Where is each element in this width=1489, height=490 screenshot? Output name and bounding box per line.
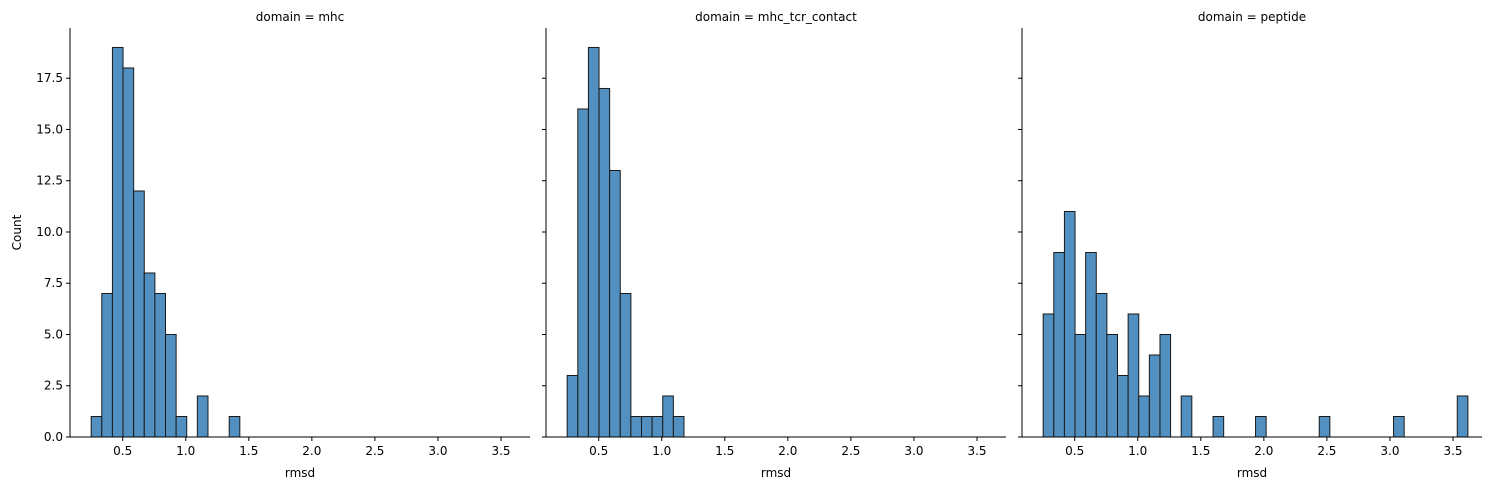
histogram-bar xyxy=(1180,395,1193,438)
x-axis-label: rmsd xyxy=(285,466,315,480)
y-axis-label: Count xyxy=(10,214,24,250)
histogram-bar xyxy=(587,46,600,438)
histogram-bar xyxy=(1117,374,1129,438)
histogram-bar xyxy=(1106,333,1119,438)
panel-mhc-tcr-contact: domain = mhc_tcr_contact 0.5 1.0 1.5 2.0 2.5 3… xyxy=(542,10,1006,480)
histogram-bar xyxy=(672,415,685,438)
histogram-bar xyxy=(1127,313,1140,438)
x-tick-label: 2.0 xyxy=(778,444,797,458)
histogram-bar xyxy=(609,169,621,438)
y-tick-label: 2.5 xyxy=(44,379,63,393)
histogram-bar xyxy=(154,292,167,438)
histogram-bar xyxy=(90,415,103,438)
y-tick-label: 0.0 xyxy=(44,430,63,444)
histogram-bar xyxy=(566,374,579,438)
x-tick-label: 3.5 xyxy=(491,444,510,458)
histogram-bar xyxy=(619,292,632,438)
y-tick-label: 15.0 xyxy=(36,122,63,136)
histogram-bar xyxy=(598,87,611,438)
histogram-bar xyxy=(133,190,145,438)
x-tick-label: 0.5 xyxy=(113,444,132,458)
histogram-bar xyxy=(196,395,209,438)
panel-title: domain = mhc xyxy=(256,10,345,24)
x-tick-label: 1.0 xyxy=(652,444,671,458)
histogram-bar xyxy=(1085,251,1097,438)
y-tick-label: 17.5 xyxy=(36,71,63,85)
x-tick-label: 1.5 xyxy=(1191,444,1210,458)
panel-mhc: domain = mhc 0.5 1.0 1.5 2.0 2.5 3.0 3.5 0.0 2.5 5… xyxy=(10,10,530,480)
y-tick-label: 10.0 xyxy=(36,225,63,239)
histogram-bar xyxy=(1042,313,1055,438)
histogram-bar xyxy=(1318,415,1331,438)
histogram-bar xyxy=(641,415,653,438)
x-tick-label: 2.5 xyxy=(365,444,384,458)
x-tick-label: 3.0 xyxy=(428,444,447,458)
histogram-bar xyxy=(630,415,643,438)
histogram-bar xyxy=(1148,354,1161,438)
histogram-bar xyxy=(175,415,188,438)
histogram-bar xyxy=(577,108,589,438)
histogram-bar xyxy=(1053,251,1065,438)
histogram-bar xyxy=(1095,292,1108,438)
histogram-bar xyxy=(1212,415,1225,438)
histogram-bar xyxy=(1255,415,1267,438)
x-tick-label: 2.0 xyxy=(302,444,321,458)
x-axis-label: rmsd xyxy=(761,466,791,480)
panel-title: domain = peptide xyxy=(1198,10,1306,24)
histogram-bar xyxy=(651,415,664,438)
histogram-bar xyxy=(662,395,674,438)
histogram-bar xyxy=(1138,395,1150,438)
panel-peptide: domain = peptide 0.5 1.0 1.5 2.0 2.5 3.0 3.5 rms… xyxy=(1018,10,1482,480)
x-tick-label: 0.5 xyxy=(1065,444,1084,458)
histogram-bar xyxy=(143,272,156,438)
histogram-bar xyxy=(1063,210,1076,438)
histogram-bar xyxy=(122,67,135,438)
y-tick-label: 7.5 xyxy=(44,276,63,290)
x-tick-label: 3.0 xyxy=(1380,444,1399,458)
histogram-bar xyxy=(228,415,241,438)
x-tick-label: 3.5 xyxy=(1443,444,1462,458)
x-tick-label: 1.5 xyxy=(715,444,734,458)
x-tick-label: 2.0 xyxy=(1254,444,1273,458)
x-tick-label: 3.5 xyxy=(967,444,986,458)
x-tick-label: 1.5 xyxy=(239,444,258,458)
histogram-bar xyxy=(165,333,177,438)
x-axis-label: rmsd xyxy=(1237,466,1267,480)
x-tick-label: 1.0 xyxy=(1128,444,1147,458)
histogram-bar xyxy=(1393,415,1405,438)
x-tick-label: 2.5 xyxy=(841,444,860,458)
histogram-bar xyxy=(101,292,113,438)
histogram-bar xyxy=(111,46,124,438)
histogram-bar xyxy=(1456,395,1469,438)
x-tick-label: 2.5 xyxy=(1317,444,1336,458)
x-tick-label: 3.0 xyxy=(904,444,923,458)
histogram-bar xyxy=(1074,333,1087,438)
x-tick-label: 0.5 xyxy=(589,444,608,458)
histogram-bar xyxy=(1159,333,1172,438)
y-tick-label: 12.5 xyxy=(36,174,63,188)
x-tick-label: 1.0 xyxy=(176,444,195,458)
panel-title: domain = mhc_tcr_contact xyxy=(695,10,857,24)
y-tick-label: 5.0 xyxy=(44,327,63,341)
